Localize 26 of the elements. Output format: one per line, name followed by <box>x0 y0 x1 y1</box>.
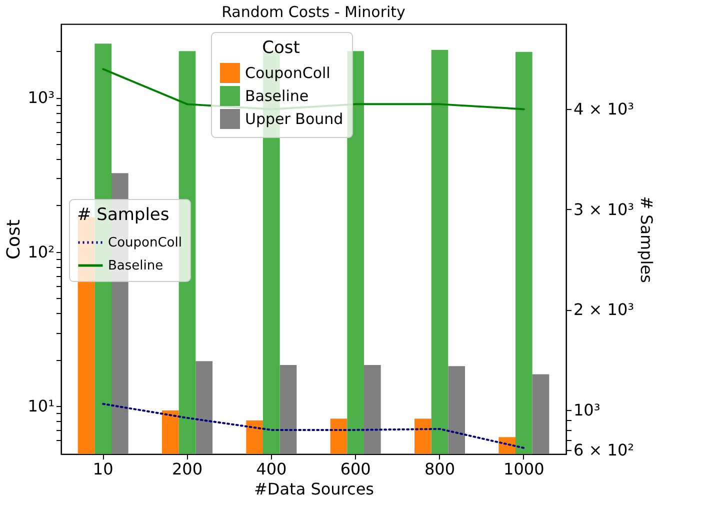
legend-label: CouponColl <box>108 236 182 250</box>
y-tick-label: 10¹ <box>28 396 54 416</box>
y2-axis-title: # Samples <box>637 196 656 283</box>
x-tick-label: 10 <box>92 460 114 478</box>
x-tick-label: 200 <box>172 460 203 478</box>
y2-tick-label: 10³ <box>574 400 600 420</box>
x-tick-label: 600 <box>340 460 371 478</box>
chart-title: Random Costs - Minority <box>222 3 406 21</box>
y2-tick-label: 2 × 10³ <box>574 300 634 320</box>
y2-tick-label: 6 × 10² <box>574 440 634 460</box>
x-tick-label: 800 <box>424 460 456 478</box>
x-tick-label: 1000 <box>504 460 544 478</box>
legend-label: Baseline <box>245 87 309 105</box>
line-series <box>102 402 525 449</box>
legend-label: Baseline <box>108 258 164 274</box>
y-tick-label: 10³ <box>28 88 54 108</box>
x-axis-title: #Data Sources <box>254 480 374 498</box>
y-axis-title: Cost <box>4 219 25 260</box>
legend-label: Upper Bound <box>245 110 344 128</box>
annotation: # Samples <box>77 205 170 225</box>
legend-title: Cost <box>262 38 300 58</box>
legend-label: CouponColl <box>245 64 330 82</box>
x-tick-label: 400 <box>256 460 287 478</box>
y2-tick-label: 4 × 10³ <box>574 100 634 119</box>
y-tick-label: 10² <box>28 242 54 262</box>
y2-tick-label: 3 × 10³ <box>574 200 634 219</box>
